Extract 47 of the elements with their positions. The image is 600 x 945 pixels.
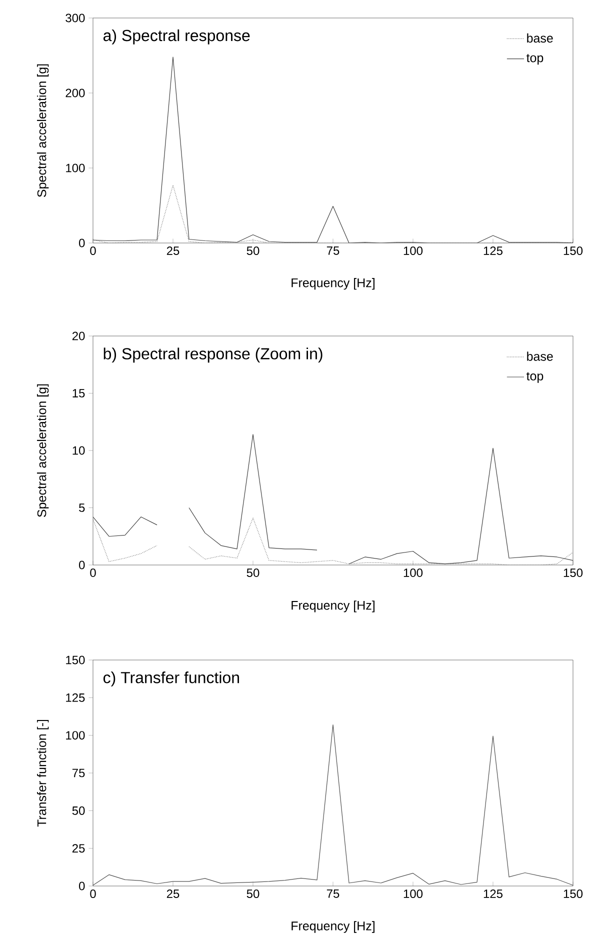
x-tick-label: 125 xyxy=(484,890,502,898)
x-tick-label: 150 xyxy=(564,568,583,578)
x-tick-label: 150 xyxy=(564,890,583,898)
y-tick-label: 10 xyxy=(72,446,85,455)
x-tick-label: 150 xyxy=(564,246,583,256)
y-tick-label: 100 xyxy=(66,731,85,740)
y-tick-label: 200 xyxy=(66,88,85,98)
x-axis-title: Frequency [Hz] xyxy=(292,921,374,933)
y-axis-title: Spectral acceleration [g] xyxy=(37,384,49,517)
y-tick-label: 20 xyxy=(72,332,85,340)
y-tick-label: 125 xyxy=(66,693,85,702)
x-axis-title: Frequency [Hz] xyxy=(292,278,374,290)
legend-label: top xyxy=(526,54,544,65)
x-tick-label: 50 xyxy=(246,246,260,256)
x-tick-label: 100 xyxy=(404,246,423,256)
x-tick-label: 25 xyxy=(166,890,180,898)
x-tick-label: 50 xyxy=(246,890,260,898)
text: b) Spectral response (Zoom in) xyxy=(104,348,322,363)
x-axis-title: Frequency [Hz] xyxy=(292,600,374,612)
y-tick-label: 75 xyxy=(72,768,85,778)
y-tick-label: 150 xyxy=(66,656,85,664)
y-tick-label: 0 xyxy=(78,882,85,890)
y-tick-label: 15 xyxy=(72,389,85,398)
y-tick-label: 100 xyxy=(66,164,85,172)
x-tick-label: 25 xyxy=(166,246,180,256)
y-tick-label: 25 xyxy=(72,844,85,853)
legend-label: base xyxy=(527,33,553,43)
legend-label: base xyxy=(527,352,553,361)
legend-label: top xyxy=(526,372,544,383)
text: c) Transfer function xyxy=(103,672,239,686)
y-tick-label: 0 xyxy=(78,238,85,248)
x-tick-label: 0 xyxy=(90,568,96,578)
y-tick-label: 5 xyxy=(79,504,85,512)
y-tick-label: 50 xyxy=(72,806,85,815)
x-tick-label: 0 xyxy=(90,890,96,898)
x-tick-label: 125 xyxy=(484,246,502,256)
x-tick-label: 100 xyxy=(404,568,423,578)
x-tick-label: 75 xyxy=(326,890,340,898)
y-tick-label: 0 xyxy=(78,560,85,570)
y-axis-title: Spectral acceleration [g] xyxy=(37,64,49,197)
y-tick-label: 300 xyxy=(66,14,85,22)
x-tick-label: 75 xyxy=(326,246,340,255)
y-axis-title: Transfer function [-] xyxy=(37,720,49,827)
x-tick-label: 100 xyxy=(404,890,423,898)
text: a) Spectral response xyxy=(103,29,250,44)
x-tick-label: 0 xyxy=(90,246,96,256)
x-tick-label: 50 xyxy=(246,568,260,578)
